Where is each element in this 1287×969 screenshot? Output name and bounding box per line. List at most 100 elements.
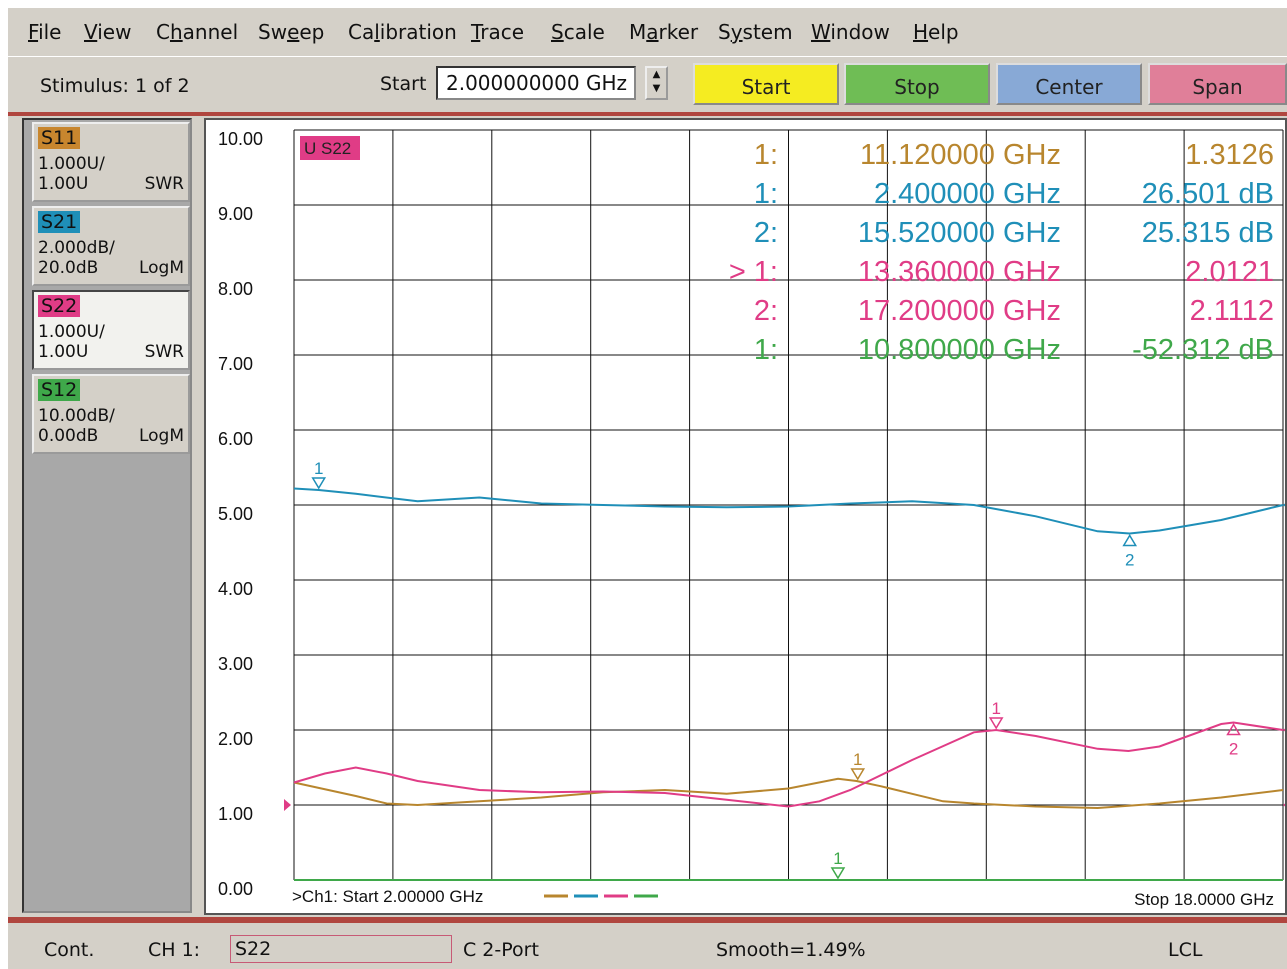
trace-button-s11[interactable]: S11 1.000U/ 1.00U SWR: [32, 122, 190, 202]
trace-name: S22: [38, 295, 81, 317]
start-frequency-spinner[interactable]: ▲ ▼: [645, 66, 668, 100]
trace-button-s12[interactable]: S12 10.00dB/ 0.00dB LogM: [32, 374, 190, 454]
sweep-start-label: >Ch1: Start 2.00000 GHz: [292, 887, 483, 906]
marker-readout-frequency: 2.400000 GHz: [874, 178, 1061, 210]
menu-help[interactable]: Help: [913, 20, 959, 44]
active-trace-badge: [300, 136, 360, 160]
menu-view[interactable]: View: [84, 20, 132, 44]
menu-sweep[interactable]: Sweep: [258, 20, 325, 44]
marker-label: 1: [991, 699, 1000, 718]
marker-readout-frequency: 13.360000 GHz: [858, 256, 1061, 288]
y-tick-label: 3.00: [218, 654, 253, 674]
trace-ref: 0.00dB: [38, 426, 99, 446]
marker-triangle: [830, 867, 846, 880]
status-bar: Cont. CH 1: S22 C 2-Port Smooth=1.49% LC…: [8, 925, 1287, 969]
trace-line-s22: [293, 721, 1284, 808]
menu-bar: File View Channel Sweep Calibration Trac…: [8, 8, 1287, 54]
trace-scale: 1.000U/: [38, 322, 105, 342]
trace-name: S21: [38, 211, 81, 233]
y-tick-label: 1.00: [218, 804, 253, 824]
marker-readout-value: 1.3126: [1185, 139, 1274, 171]
application-window: File View Channel Sweep Calibration Trac…: [8, 8, 1287, 969]
menu-marker[interactable]: Marker: [629, 20, 699, 44]
trace-format: SWR: [144, 174, 184, 194]
marker-readout-value: 2.1112: [1190, 295, 1274, 327]
trace-format: SWR: [144, 342, 184, 362]
menu-calibration[interactable]: Calibration: [348, 20, 457, 44]
spin-down-icon[interactable]: ▼: [652, 83, 661, 94]
marker-label: 2: [1125, 551, 1134, 570]
menu-channel[interactable]: Channel: [156, 20, 239, 44]
menu-trace[interactable]: Trace: [471, 20, 525, 44]
stimulus-label: Stimulus: 1 of 2: [40, 75, 190, 97]
spin-up-icon[interactable]: ▲: [652, 69, 661, 80]
marker-readout-id: 1:: [754, 334, 778, 366]
stimulus-toolbar: Stimulus: 1 of 2 Start 2.000000000 GHz ▲…: [8, 56, 1287, 113]
divider-bottom: [8, 917, 1287, 923]
trace-line-s11: [293, 777, 1284, 810]
trace-scale: 1.000U/: [38, 154, 105, 174]
trace-line-s21: [293, 487, 1284, 535]
marker-readout-frequency: 11.120000 GHz: [860, 139, 1061, 171]
marker-label: 1: [314, 459, 323, 478]
marker-readout-frequency: 17.200000 GHz: [858, 295, 1061, 327]
trace-ref: 1.00U: [38, 342, 89, 362]
marker-label: 2: [1229, 740, 1238, 759]
trace-button-s21[interactable]: S21 2.000dB/ 20.0dB LogM: [32, 206, 190, 286]
marker-readout-id: 1:: [754, 178, 778, 210]
start-frequency-input[interactable]: 2.000000000 GHz: [436, 66, 636, 100]
marker-readout-value: 25.315 dB: [1142, 217, 1274, 249]
sweep-stop-label: Stop 18.0000 GHz: [1134, 890, 1274, 909]
marker-triangle: [1122, 534, 1138, 547]
menu-window[interactable]: Window: [811, 20, 890, 44]
y-tick-label: 4.00: [218, 579, 253, 599]
reference-level-arrow: [1283, 803, 1285, 807]
y-tick-label: 2.00: [218, 729, 253, 749]
marker-readout-id: 2:: [754, 295, 778, 327]
start-softkey[interactable]: Start: [693, 63, 839, 105]
marker-readout-value: 26.501 dB: [1142, 178, 1274, 210]
y-tick-label: 10.00: [218, 129, 263, 149]
y-tick-label: 6.00: [218, 429, 253, 449]
reference-level-arrow: [284, 799, 291, 811]
trace-scale: 2.000dB/: [38, 238, 115, 258]
stop-softkey[interactable]: Stop: [844, 63, 990, 105]
calibration-status: C 2-Port: [463, 939, 539, 961]
trace-scale: 10.00dB/: [38, 406, 115, 426]
active-trace-status[interactable]: S22: [230, 935, 452, 963]
sweep-mode-status: Cont.: [44, 939, 95, 961]
trace-sidebar: S11 1.000U/ 1.00U SWR S21 2.000dB/ 20.0d…: [22, 118, 192, 913]
marker-triangle: [988, 717, 1004, 730]
local-status: LCL: [1168, 939, 1203, 961]
trace-plot: 10.009.008.007.006.005.004.003.002.001.0…: [218, 129, 1285, 909]
marker-label: 1: [853, 750, 862, 769]
marker-triangle: [311, 477, 327, 490]
active-trace-label: U S22: [304, 139, 351, 158]
marker-readout-id: 1:: [754, 139, 778, 171]
center-softkey[interactable]: Center: [996, 63, 1142, 105]
trace-ref: 1.00U: [38, 174, 89, 194]
menu-scale[interactable]: Scale: [551, 20, 605, 44]
marker-readout-id: > 1:: [729, 256, 778, 288]
trace-ref: 20.0dB: [38, 258, 99, 278]
marker-readout-frequency: 15.520000 GHz: [858, 217, 1061, 249]
span-softkey[interactable]: Span: [1148, 63, 1287, 105]
marker-readout-value: 2.0121: [1185, 256, 1274, 288]
y-tick-label: 0.00: [218, 879, 253, 899]
reference-level-arrow: [1283, 503, 1285, 507]
menu-file[interactable]: File: [28, 20, 62, 44]
marker-triangle: [1226, 723, 1241, 736]
y-tick-label: 5.00: [218, 504, 253, 524]
measurement-display[interactable]: 10.00 9.00 8.00 7.00 6.00 5.00 4.00 3.00 2.00 1.0…: [204, 118, 1287, 915]
marker-triangle: [850, 768, 866, 781]
marker-readout-id: 2:: [754, 217, 778, 249]
divider-top: [8, 112, 1287, 116]
marker-readout-value: -52.312 dB: [1132, 334, 1274, 366]
trace-button-s22[interactable]: S22 1.000U/ 1.00U SWR: [32, 290, 190, 370]
y-tick-label: 8.00: [218, 279, 253, 299]
menu-system[interactable]: System: [718, 20, 793, 44]
reference-level-arrow: [1283, 728, 1285, 732]
y-tick-label: 9.00: [218, 204, 253, 224]
trace-name: S11: [38, 127, 81, 149]
smoothing-status: Smooth=1.49%: [716, 939, 866, 961]
